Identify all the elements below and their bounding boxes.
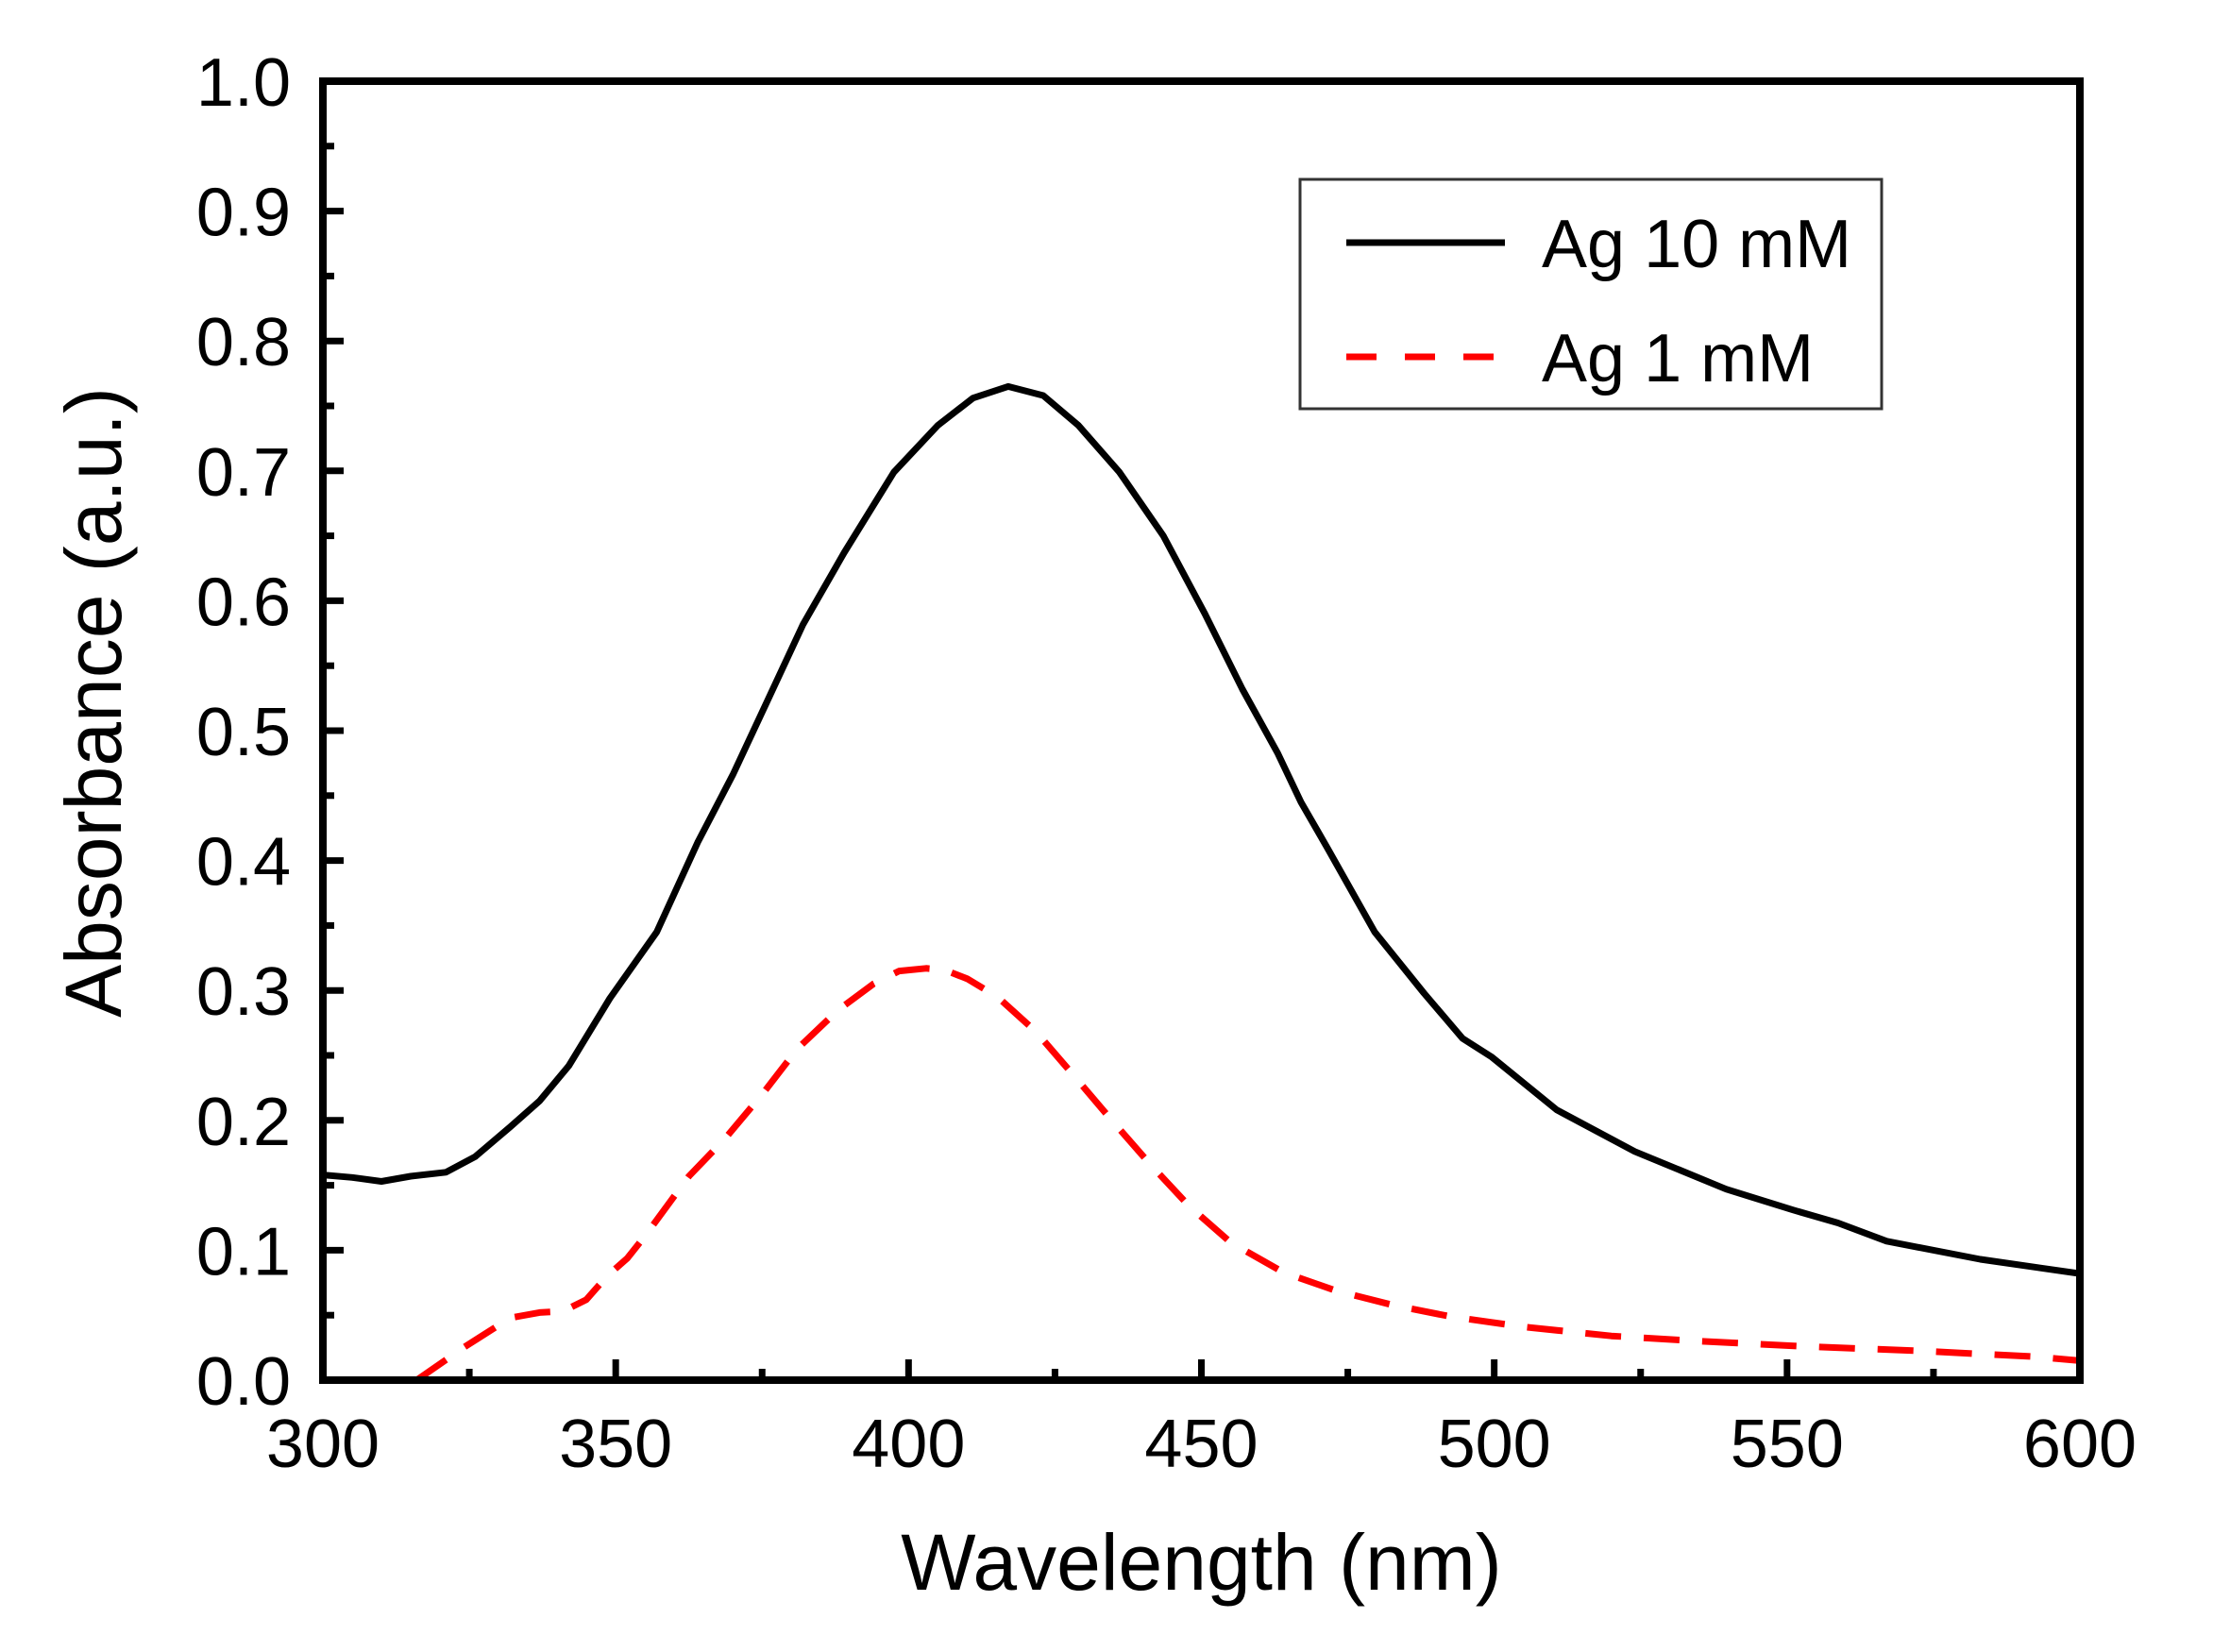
x-tick-label: 550 <box>1731 1407 1844 1482</box>
y-tick-label: 0.4 <box>196 825 291 901</box>
y-tick-labels: 0.0 0.1 0.2 0.3 0.4 0.5 0.6 0.7 0.8 0.9 1.0 <box>196 45 291 1420</box>
y-tick-label: 0.7 <box>196 435 291 511</box>
y-tick-label: 0.6 <box>196 565 291 640</box>
legend: Ag 10 mM Ag 1 mM <box>1298 177 1884 411</box>
y-tick-label: 0.9 <box>196 176 291 251</box>
x-tick-label: 600 <box>2023 1407 2137 1482</box>
y-tick-label: 0.1 <box>196 1214 291 1290</box>
y-tick-label: 0.0 <box>196 1344 291 1420</box>
y-tick-label: 0.3 <box>196 954 291 1030</box>
x-tick-label: 400 <box>852 1407 965 1482</box>
x-tick-label: 450 <box>1144 1407 1258 1482</box>
y-tick-label: 0.8 <box>196 305 291 380</box>
x-tick-label: 350 <box>559 1407 672 1482</box>
y-tick-label: 0.2 <box>196 1085 291 1160</box>
series-layer <box>323 382 2080 1380</box>
x-tick-label: 300 <box>266 1407 380 1482</box>
legend-label-ag-10mm: Ag 10 mM <box>1542 207 1851 282</box>
y-tick-label: 1.0 <box>196 45 291 121</box>
legend-label-ag-1mm: Ag 1 mM <box>1542 321 1814 396</box>
x-tick-labels: 300 350 400 450 500 550 600 <box>266 1407 2137 1482</box>
plot-frame <box>319 77 2084 1384</box>
y-tick-label: 0.5 <box>196 695 291 770</box>
x-tick-label: 500 <box>1438 1407 1551 1482</box>
series-line-ag-1-mm <box>414 965 2080 1380</box>
x-axis-title: Wavelength (nm) <box>901 1518 1501 1607</box>
y-axis-title: Absorbance (a.u.) <box>49 387 138 1018</box>
legend-box <box>1298 177 1884 411</box>
series-line-ag-10-mm <box>323 382 2080 1277</box>
